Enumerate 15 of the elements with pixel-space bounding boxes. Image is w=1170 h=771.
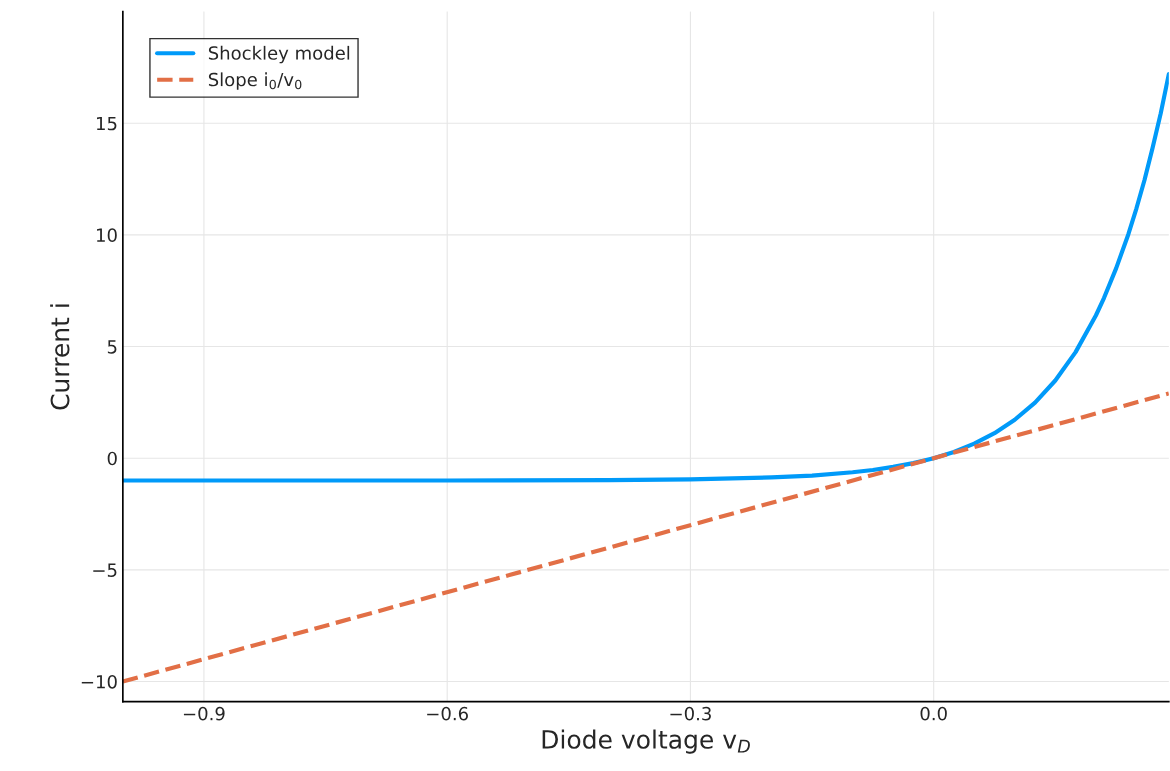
x-tick-label: 0.0 xyxy=(920,706,947,721)
y-axis-title: Current i xyxy=(50,304,70,410)
y-tick-label: 10 xyxy=(97,228,117,242)
y-tick-label: −10 xyxy=(81,674,117,689)
legend-label: Shockley model xyxy=(208,45,350,64)
x-tick-label: −0.9 xyxy=(183,706,225,721)
x-tick-label: −0.3 xyxy=(670,706,711,721)
legend-label: Slope i$_{0}$/v$_{0}$ xyxy=(208,72,302,90)
line-series xyxy=(122,72,1169,483)
y-tick-label: 5 xyxy=(107,340,117,354)
y-tick-label: 15 xyxy=(97,116,117,131)
x-tick-label: −0.6 xyxy=(427,706,468,721)
y-tick-label: 0 xyxy=(107,451,117,466)
x-axis-title: Diode voltage v$_{D}$ xyxy=(542,729,750,754)
y-tick-label: −5 xyxy=(93,563,117,577)
